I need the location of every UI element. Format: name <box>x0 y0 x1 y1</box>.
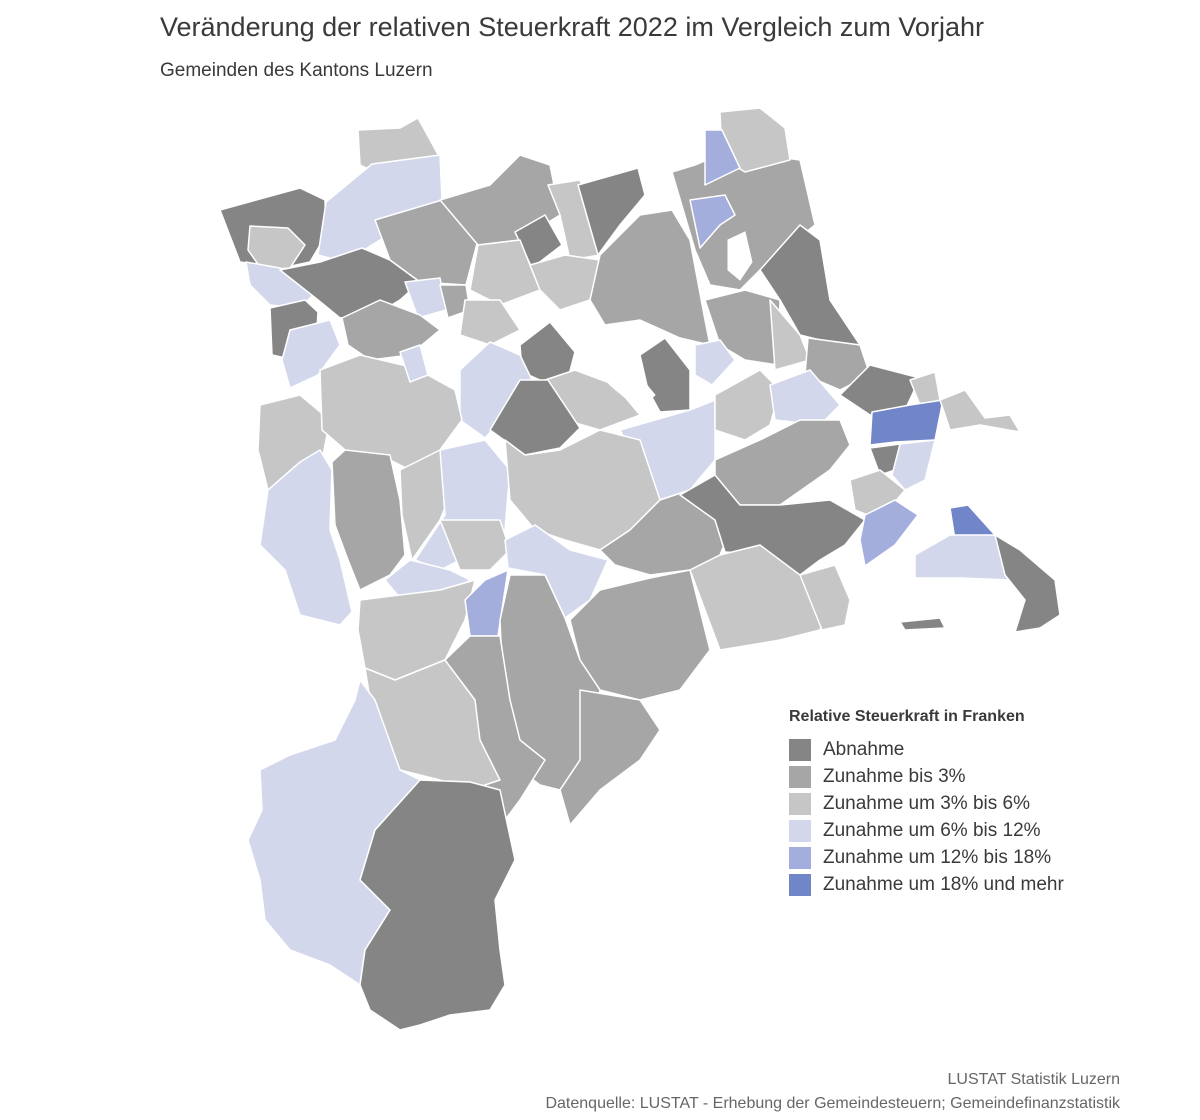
map-title: Veränderung der relativen Steuerkraft 20… <box>160 12 984 42</box>
municipality <box>694 339 736 386</box>
lake-sempachersee <box>577 319 656 411</box>
legend-item: Zunahme um 12% bis 18% <box>789 844 1064 871</box>
municipality <box>939 389 1021 433</box>
legend-title: Relative Steuerkraft in Franken <box>789 708 1025 725</box>
legend-item: Zunahme um 18% und mehr <box>789 871 1064 898</box>
legend-label: Zunahme um 18% und mehr <box>823 873 1064 895</box>
legend-label: Zunahme um 12% bis 18% <box>823 846 1052 868</box>
legend-label: Zunahme bis 3% <box>823 765 966 787</box>
municipality <box>259 449 353 626</box>
source-credit: LUSTAT Statistik Luzern <box>947 1071 1120 1088</box>
municipality <box>464 569 509 637</box>
lake-baldeggersee <box>727 231 753 281</box>
municipality <box>439 519 511 571</box>
municipality <box>341 299 441 361</box>
legend-item: Abnahme <box>789 736 1064 763</box>
legend-swatch <box>789 873 811 896</box>
legend-item: Zunahme um 3% bis 6% <box>789 790 1064 817</box>
municipality <box>689 194 736 249</box>
municipality <box>577 167 646 256</box>
municipality <box>559 689 661 826</box>
municipality <box>769 369 841 426</box>
municipality <box>459 299 521 346</box>
municipality <box>899 617 946 631</box>
map-subtitle: Gemeinden des Kantons Luzern <box>160 60 433 81</box>
municipality <box>704 129 741 186</box>
legend-label: Zunahme um 3% bis 6% <box>823 792 1030 814</box>
municipality <box>839 364 921 416</box>
legend-swatch <box>789 819 811 842</box>
legend-swatch <box>789 846 811 869</box>
municipality <box>679 474 866 576</box>
data-source: Datenquelle: LUSTAT - Erhebung der Gemei… <box>545 1095 1120 1112</box>
municipality <box>891 439 936 491</box>
legend-swatch <box>789 765 811 788</box>
municipality <box>331 449 406 591</box>
legend-label: Abnahme <box>823 738 905 760</box>
map-legend: Relative Steuerkraft in Franken Abnahme … <box>789 708 1064 898</box>
municipality <box>469 239 541 306</box>
municipality <box>799 564 851 631</box>
legend-swatch <box>789 792 811 815</box>
legend-label: Zunahme um 6% bis 12% <box>823 819 1041 841</box>
municipality <box>399 344 429 383</box>
legend-item: Zunahme um 6% bis 12% <box>789 817 1064 844</box>
municipality <box>281 319 341 389</box>
municipality <box>859 499 919 567</box>
legend-item: Zunahme bis 3% <box>789 763 1064 790</box>
municipality <box>714 369 781 441</box>
legend-swatch <box>789 738 811 761</box>
municipality <box>994 534 1061 633</box>
municipality <box>529 254 601 311</box>
municipality <box>359 779 516 1031</box>
